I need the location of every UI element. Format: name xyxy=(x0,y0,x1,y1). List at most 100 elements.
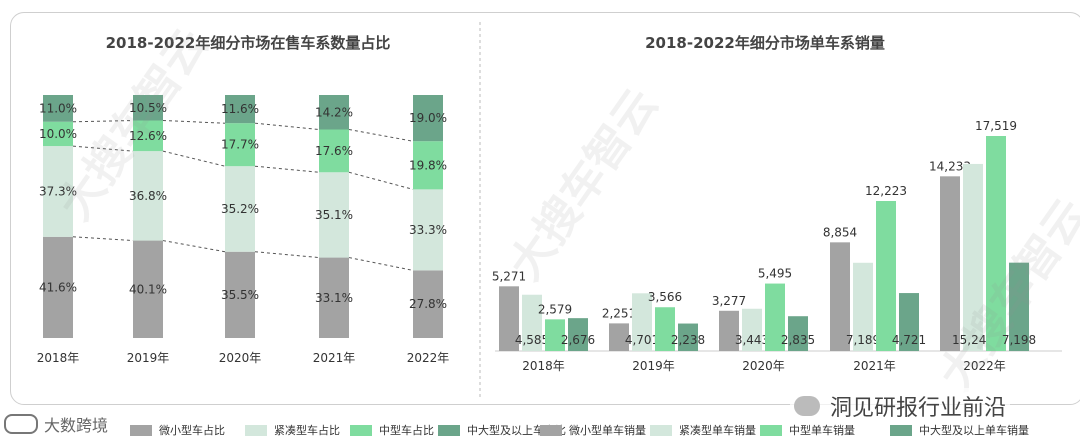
bar-value-label: 7,198 xyxy=(1002,333,1036,347)
x-tick-label: 2018年 xyxy=(522,359,565,373)
grouped-bar xyxy=(899,293,919,351)
stacked-bar-segment xyxy=(319,95,349,130)
stacked-bar-segment xyxy=(413,141,443,190)
bar-value-label: 12,223 xyxy=(865,184,907,198)
grouped-bar xyxy=(788,316,808,351)
connector-line xyxy=(254,165,320,173)
segment-label: 33.3% xyxy=(409,223,447,237)
stacked-bar-segment xyxy=(225,251,255,338)
connector-line xyxy=(348,257,414,271)
segment-label: 41.6% xyxy=(39,280,77,294)
connector-line xyxy=(162,240,226,253)
stacked-bar-segment xyxy=(43,95,73,122)
legend-item: 中型车占比 xyxy=(350,422,434,438)
x-tick-label: 2020年 xyxy=(219,351,262,365)
legend-item: 紧凑型车占比 xyxy=(245,422,340,438)
bar-value-label: 3,277 xyxy=(712,294,746,308)
connector-line xyxy=(72,120,134,123)
segment-label: 10.5% xyxy=(129,101,167,115)
legend-swatch xyxy=(245,424,267,436)
connector-line xyxy=(254,251,320,259)
stacked-bar-segment xyxy=(43,121,73,147)
x-tick-label: 2019年 xyxy=(632,359,675,373)
segment-label: 36.8% xyxy=(129,189,167,203)
stacked-bar-segment xyxy=(319,172,349,258)
bar-value-label: 4,721 xyxy=(892,333,926,347)
right-grouped-chart: 5,271 4,585 2,579 2,676 2018年 2,251 4,701 3,566… xyxy=(492,119,1062,373)
stacked-bar-segment xyxy=(43,236,73,338)
grouped-bar xyxy=(853,262,873,351)
connector-line xyxy=(72,236,134,242)
legend-label: 微小型车占比 xyxy=(159,424,225,437)
legend-item: 中型单车销量 xyxy=(760,422,855,438)
bar-value-label: 2,835 xyxy=(781,333,815,347)
legend-label: 微小型单车销量 xyxy=(569,424,646,437)
grouped-bar xyxy=(568,318,588,351)
segment-label: 37.3% xyxy=(39,184,77,198)
segment-label: 17.6% xyxy=(315,144,353,158)
stacked-bar-segment xyxy=(133,151,163,241)
legend-swatch xyxy=(540,424,562,436)
legend-swatch xyxy=(130,424,152,436)
x-tick-label: 2022年 xyxy=(963,359,1006,373)
stacked-bar-segment xyxy=(133,95,163,121)
brand-left-text: 大数跨境 xyxy=(44,416,109,435)
legend-swatch xyxy=(650,424,672,436)
legend-label: 紧凑型单车销量 xyxy=(679,424,756,437)
stacked-bar-segment xyxy=(225,166,255,252)
stacked-bar-segment xyxy=(319,257,349,338)
bar-value-label: 2,238 xyxy=(671,333,705,347)
stacked-bar-segment xyxy=(133,240,163,338)
connector-line xyxy=(348,171,414,190)
grouped-bar xyxy=(742,308,762,351)
segment-label: 17.7% xyxy=(221,138,259,152)
stacked-bar-segment xyxy=(225,95,255,124)
x-tick-label: 2019年 xyxy=(127,351,170,365)
segment-label: 40.1% xyxy=(129,282,167,296)
bar-value-label: 3,443 xyxy=(735,333,769,347)
right-chart-title: 2018-2022年细分市场单车系销量 xyxy=(645,34,885,52)
left-chart-title: 2018-2022年细分市场在售车系数量占比 xyxy=(106,34,391,52)
x-tick-label: 2021年 xyxy=(313,351,356,365)
bar-value-label: 8,854 xyxy=(823,225,857,239)
brand-right-text: 洞见研报行业前沿 xyxy=(830,396,1007,421)
connector-line xyxy=(162,120,226,124)
grouped-bar xyxy=(986,136,1006,351)
bar-value-label: 2,579 xyxy=(538,302,572,316)
grouped-bar xyxy=(678,323,698,351)
x-tick-label: 2020年 xyxy=(742,359,785,373)
legend-swatch xyxy=(438,424,460,436)
connector-line xyxy=(254,122,320,131)
bar-value-label: 4,701 xyxy=(625,333,659,347)
connector-line xyxy=(162,150,226,167)
stacked-bar-segment xyxy=(133,120,163,152)
legend: 微小型车占比 紧凑型车占比 中型车占比 中大型及以上车占比 微小型单车销量 紧凑型单车销量… xyxy=(0,418,1080,442)
legend-label: 紧凑型车占比 xyxy=(274,424,340,437)
legend-swatch xyxy=(760,424,782,436)
segment-label: 19.0% xyxy=(409,111,447,125)
legend-swatch xyxy=(350,424,372,436)
bar-value-label: 5,495 xyxy=(758,267,792,281)
grouped-bar xyxy=(545,319,565,351)
legend-item: 中大型及以上单车销量 xyxy=(890,422,1029,438)
grouped-bar xyxy=(719,310,739,351)
legend-label: 中大型及以上单车销量 xyxy=(919,424,1029,437)
bar-value-label: 4,585 xyxy=(515,333,549,347)
bar-value-label: 7,189 xyxy=(846,333,880,347)
grouped-bar xyxy=(499,286,519,351)
connector-line xyxy=(72,145,134,152)
segment-label: 35.1% xyxy=(315,208,353,222)
brand-logo-icon xyxy=(4,414,38,434)
charts-canvas: 2018-2022年细分市场在售车系数量占比 2018-2022年细分市场单车系… xyxy=(37,22,1062,398)
segment-label: 27.8% xyxy=(409,297,447,311)
segment-label: 35.2% xyxy=(221,202,259,216)
grouped-bar xyxy=(830,242,850,351)
segment-label: 33.1% xyxy=(315,291,353,305)
bar-value-label: 5,271 xyxy=(492,269,526,283)
segment-label: 12.6% xyxy=(129,129,167,143)
x-tick-label: 2018年 xyxy=(37,351,80,365)
bar-value-label: 14,233 xyxy=(929,159,971,173)
brand-right: 洞见研报行业前沿 xyxy=(790,388,1011,424)
segment-label: 11.0% xyxy=(39,101,77,115)
segment-label: 11.6% xyxy=(221,102,259,116)
